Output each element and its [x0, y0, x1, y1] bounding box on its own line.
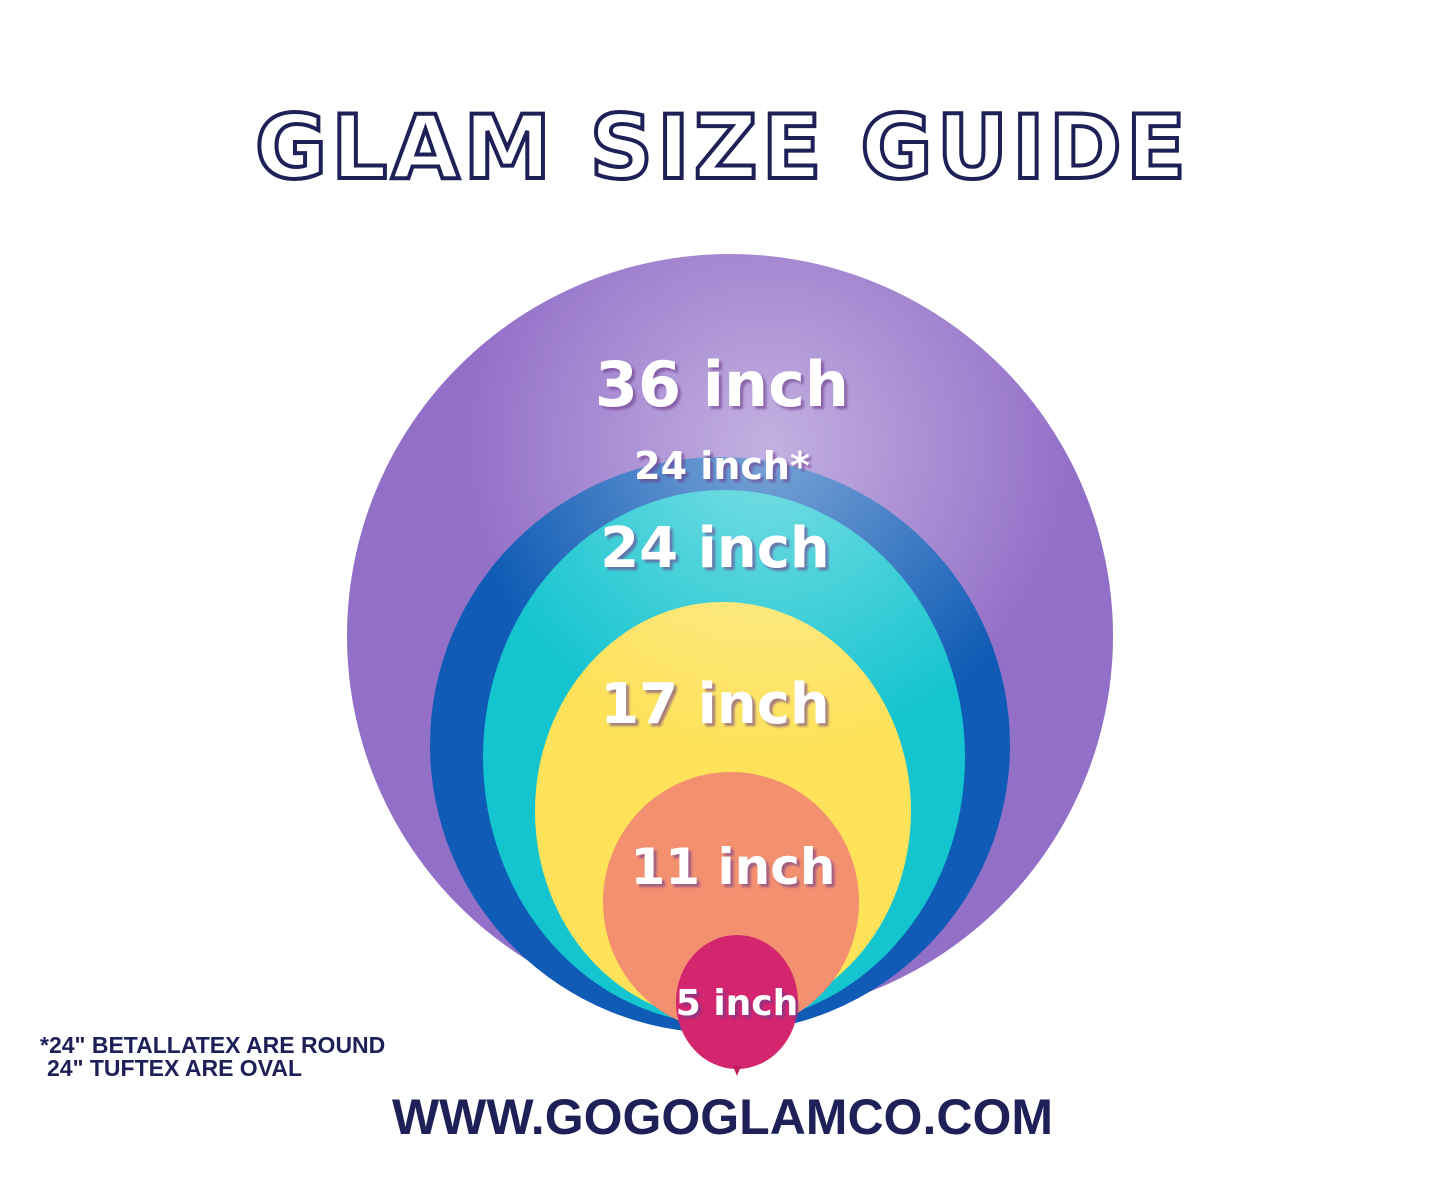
footnote: *24" BETALLATEX ARE ROUND 24" TUFTEX ARE… [40, 1034, 385, 1080]
label-17-inch: 17 inch [600, 672, 830, 737]
label-36-inch: 36 inch [594, 348, 850, 421]
label-24-inch-oval: 24 inch [600, 516, 830, 581]
website-url: WWW.GOGOGLAMCO.COM [391, 1089, 1053, 1145]
balloon-knot [733, 1066, 741, 1076]
page-title: GLAM SIZE GUIDE [253, 94, 1190, 201]
label-11-inch: 11 inch [630, 838, 836, 896]
footnote-line-2: 24" TUFTEX ARE OVAL [47, 1055, 302, 1081]
footnote-line-1: *24" BETALLATEX ARE ROUND [40, 1032, 386, 1058]
label-24-inch-round: 24 inch* [634, 444, 810, 488]
label-5-inch: 5 inch [675, 983, 799, 1024]
